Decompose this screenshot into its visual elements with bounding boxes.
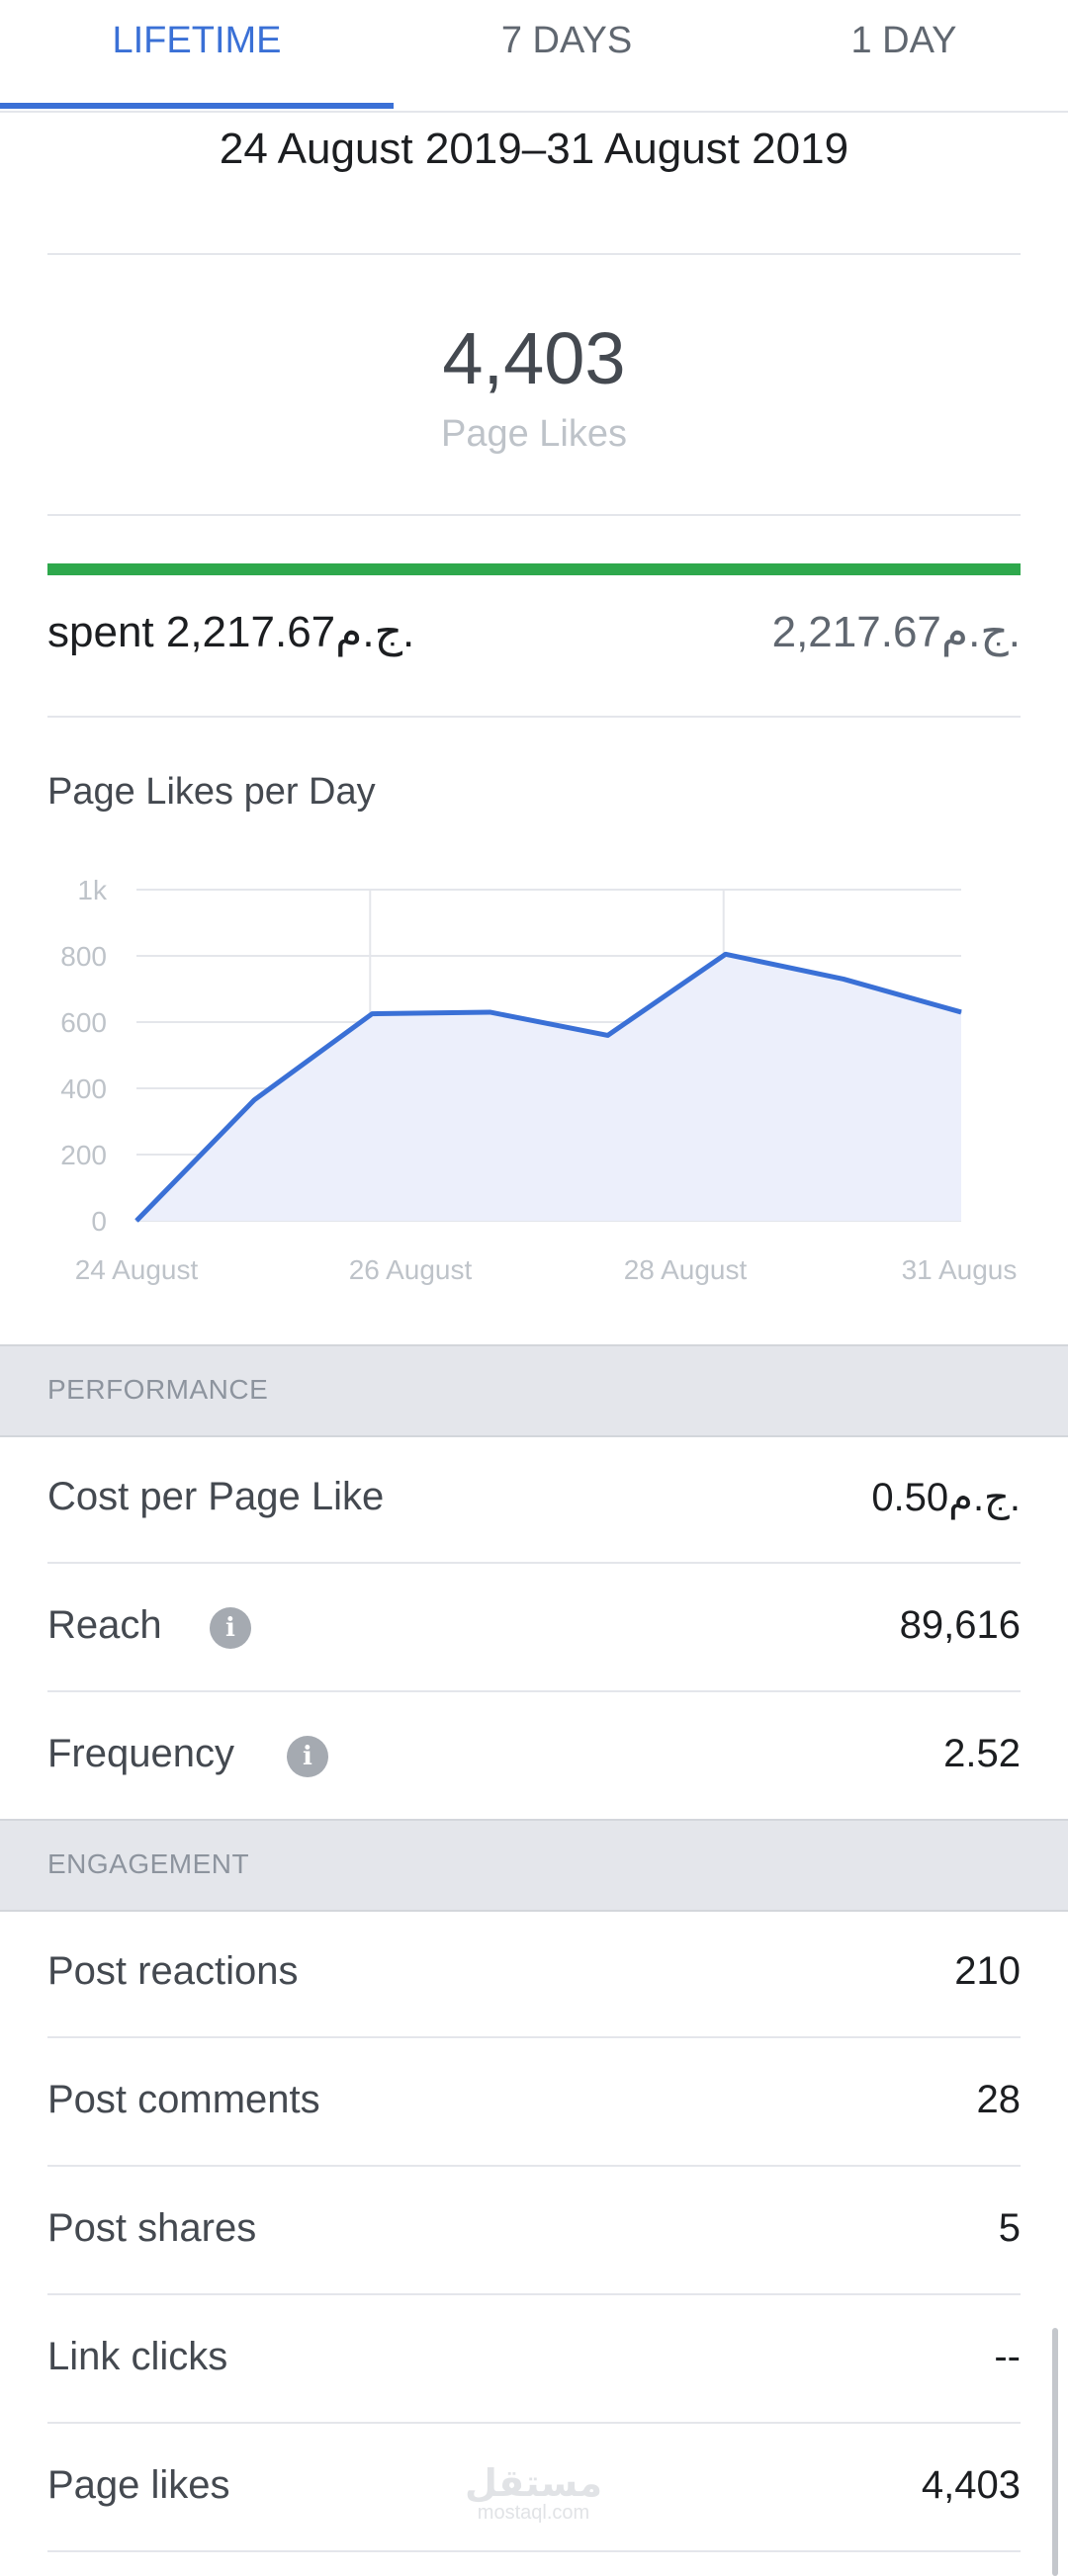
- divider: [47, 716, 1021, 718]
- section-header-performance: PERFORMANCE: [0, 1344, 1068, 1437]
- scrollbar[interactable]: [1052, 2328, 1058, 2576]
- watermark-logo: مستقل mostaql.com: [465, 2461, 602, 2525]
- tab-1-day[interactable]: 1 DAY: [850, 20, 957, 61]
- series-area: [136, 954, 961, 1221]
- metric-label: Post comments: [47, 2078, 320, 2121]
- y-tick-label: 800: [60, 941, 107, 972]
- data-point: [960, 1011, 962, 1013]
- metric-label: Page likes: [47, 2463, 230, 2507]
- metric-value: 210: [954, 1949, 1021, 1993]
- y-tick-label: 400: [60, 1073, 107, 1104]
- data-point: [253, 1099, 255, 1101]
- period-tabs: LIFETIME 7 DAYS 1 DAY: [0, 0, 1068, 113]
- metric-label: Cost per Page Like: [47, 1475, 385, 1518]
- divider: [47, 253, 1021, 255]
- data-point: [725, 953, 727, 955]
- data-point: [371, 1013, 373, 1015]
- watermark-text: مستقل: [465, 2463, 602, 2505]
- metric-label: Post shares: [47, 2206, 257, 2250]
- metric-value: 89,616: [899, 1603, 1021, 1647]
- metric-label: Frequency: [47, 1732, 234, 1775]
- metric-row-cost-per-page-like: Cost per Page Like 0.50ج.م.: [0, 1435, 1068, 1564]
- metric-row-post-shares: Post shares 5: [0, 2167, 1068, 2295]
- metric-row-link-clicks: Link clicks --: [0, 2295, 1068, 2424]
- row-divider: [47, 1562, 1021, 1564]
- section-header-engagement: ENGAGEMENT: [0, 1819, 1068, 1912]
- metric-row-reach: Reach i 89,616: [0, 1564, 1068, 1692]
- x-tick-label: 26 August: [349, 1254, 473, 1285]
- total-budget: 2,217.67ج.م.: [771, 608, 1021, 656]
- x-tick-label: 24 August: [75, 1254, 199, 1285]
- metric-label: Link clicks: [47, 2335, 228, 2378]
- budget-progress-fill: [47, 563, 1021, 575]
- section-header-label: PERFORMANCE: [47, 1374, 269, 1405]
- watermark-subtext: mostaql.com: [477, 2502, 590, 2524]
- metric-value: --: [994, 2335, 1021, 2378]
- budget-progress-bar: [47, 563, 1021, 575]
- page-likes-total: 4,403: [442, 317, 626, 399]
- row-divider: [47, 2165, 1021, 2167]
- amount-spent: spent 2,217.67ج.م.: [47, 608, 415, 656]
- metric-row-post-reactions: Post reactions 210: [0, 1910, 1068, 2038]
- y-tick-label: 600: [60, 1007, 107, 1038]
- metric-row-post-comments: Post comments 28: [0, 2038, 1068, 2167]
- y-tick-label: 0: [91, 1206, 107, 1237]
- metric-value: 4,403: [921, 2463, 1021, 2507]
- page-likes-label: Page Likes: [440, 413, 627, 455]
- info-icon[interactable]: i: [210, 1607, 251, 1649]
- row-divider: [47, 2293, 1021, 2295]
- info-icon[interactable]: i: [287, 1736, 328, 1777]
- x-tick-label: 31 Augus: [902, 1254, 1018, 1285]
- row-divider: [47, 2550, 1021, 2552]
- metric-value: 28: [976, 2078, 1022, 2121]
- row-divider: [47, 2036, 1021, 2038]
- metric-label: Post reactions: [47, 1949, 299, 1993]
- y-tick-label: 1k: [77, 875, 108, 905]
- series-line: [134, 951, 962, 1223]
- metric-value: 2.52: [943, 1732, 1021, 1775]
- x-tick-label: 28 August: [624, 1254, 748, 1285]
- chart-title: Page Likes per Day: [47, 771, 376, 813]
- tab-lifetime[interactable]: LIFETIME: [112, 20, 282, 61]
- active-tab-indicator: [0, 103, 394, 109]
- page-likes-chart: 0 200 400 600 800 1k 24 August 26 August 28 Augu…: [60, 875, 1018, 1285]
- metric-value: 5: [998, 2206, 1021, 2250]
- section-header-label: ENGAGEMENT: [47, 1848, 250, 1879]
- data-point: [607, 1034, 609, 1036]
- tab-7-days[interactable]: 7 DAYS: [500, 20, 633, 61]
- data-point: [135, 1220, 137, 1222]
- row-divider: [47, 2422, 1021, 2424]
- metric-value: 0.50ج.م.: [871, 1476, 1021, 1519]
- date-range: 24 August 2019–31 August 2019: [219, 125, 849, 173]
- metric-row-page-likes: Page likes 4,403: [0, 2424, 1068, 2552]
- data-point: [843, 978, 845, 980]
- divider: [47, 514, 1021, 516]
- metric-row-frequency: Frequency i 2.52: [0, 1692, 1068, 1821]
- y-tick-label: 200: [60, 1140, 107, 1170]
- metric-label: Reach: [47, 1603, 162, 1647]
- row-divider: [47, 1690, 1021, 1692]
